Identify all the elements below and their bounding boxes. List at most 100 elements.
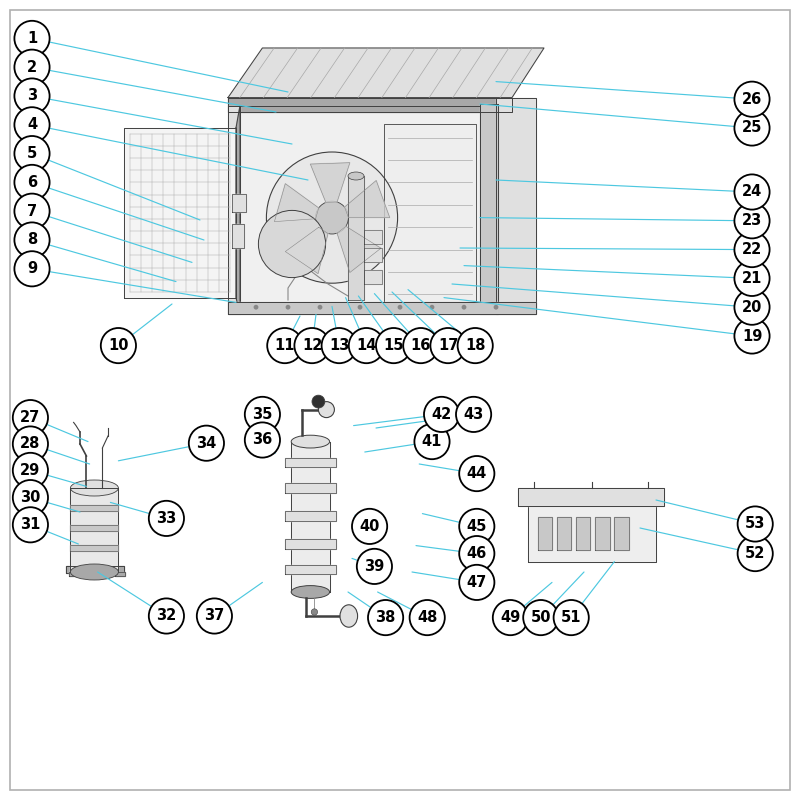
Ellipse shape xyxy=(291,435,330,448)
Circle shape xyxy=(398,305,402,310)
Text: 13: 13 xyxy=(329,338,350,353)
Circle shape xyxy=(456,397,491,432)
Text: 37: 37 xyxy=(204,609,225,623)
Circle shape xyxy=(414,424,450,459)
Circle shape xyxy=(349,328,384,363)
Circle shape xyxy=(734,203,770,238)
Text: 20: 20 xyxy=(742,300,762,314)
Text: 31: 31 xyxy=(20,518,41,532)
Polygon shape xyxy=(291,442,330,592)
Polygon shape xyxy=(228,106,240,314)
Polygon shape xyxy=(285,458,336,467)
Text: 16: 16 xyxy=(410,338,431,353)
Circle shape xyxy=(459,536,494,571)
Polygon shape xyxy=(232,194,246,212)
Polygon shape xyxy=(70,488,118,572)
Polygon shape xyxy=(240,106,480,314)
Circle shape xyxy=(149,501,184,536)
Text: 12: 12 xyxy=(302,338,322,353)
Ellipse shape xyxy=(70,564,118,580)
Circle shape xyxy=(315,202,349,234)
Circle shape xyxy=(197,598,232,634)
Polygon shape xyxy=(228,48,544,98)
Text: 22: 22 xyxy=(742,242,762,257)
Polygon shape xyxy=(286,227,328,274)
Text: 50: 50 xyxy=(530,610,551,625)
Text: 9: 9 xyxy=(27,262,37,276)
Circle shape xyxy=(357,549,392,584)
Circle shape xyxy=(322,328,357,363)
Polygon shape xyxy=(228,302,536,314)
Text: 14: 14 xyxy=(356,338,377,353)
Ellipse shape xyxy=(340,605,358,627)
Text: 53: 53 xyxy=(745,517,766,531)
Circle shape xyxy=(554,600,589,635)
Polygon shape xyxy=(576,517,590,550)
Circle shape xyxy=(459,456,494,491)
Text: 28: 28 xyxy=(20,437,41,451)
Circle shape xyxy=(734,318,770,354)
Circle shape xyxy=(734,82,770,117)
Circle shape xyxy=(459,509,494,544)
Text: 11: 11 xyxy=(274,338,295,353)
Circle shape xyxy=(738,506,773,542)
Polygon shape xyxy=(70,545,118,551)
Circle shape xyxy=(734,261,770,296)
Circle shape xyxy=(376,328,411,363)
Polygon shape xyxy=(595,517,610,550)
Text: 52: 52 xyxy=(745,546,766,561)
Circle shape xyxy=(14,136,50,171)
Circle shape xyxy=(410,600,445,635)
Text: 25: 25 xyxy=(742,121,762,135)
Circle shape xyxy=(101,328,136,363)
Circle shape xyxy=(738,536,773,571)
Polygon shape xyxy=(364,248,382,262)
Circle shape xyxy=(734,174,770,210)
Polygon shape xyxy=(557,517,571,550)
Polygon shape xyxy=(345,181,390,218)
Circle shape xyxy=(266,152,398,283)
Polygon shape xyxy=(285,511,336,521)
Circle shape xyxy=(245,397,280,432)
Circle shape xyxy=(424,397,459,432)
Circle shape xyxy=(462,305,466,310)
Text: 8: 8 xyxy=(27,233,37,247)
Polygon shape xyxy=(384,124,476,304)
Text: 46: 46 xyxy=(466,546,487,561)
Text: 6: 6 xyxy=(27,175,37,190)
Polygon shape xyxy=(66,566,124,573)
Text: 26: 26 xyxy=(742,92,762,106)
Polygon shape xyxy=(614,517,629,550)
Text: 34: 34 xyxy=(196,436,217,450)
Text: 39: 39 xyxy=(364,559,385,574)
Polygon shape xyxy=(337,226,381,273)
Circle shape xyxy=(149,598,184,634)
Text: 44: 44 xyxy=(466,466,487,481)
Text: 47: 47 xyxy=(466,575,487,590)
Circle shape xyxy=(14,194,50,229)
Text: 21: 21 xyxy=(742,271,762,286)
Circle shape xyxy=(245,422,280,458)
Text: 32: 32 xyxy=(156,609,177,623)
Text: 45: 45 xyxy=(466,519,487,534)
Polygon shape xyxy=(70,505,118,511)
Circle shape xyxy=(258,210,326,278)
Text: 41: 41 xyxy=(422,434,442,449)
Circle shape xyxy=(13,453,48,488)
Polygon shape xyxy=(285,565,336,574)
Ellipse shape xyxy=(70,480,118,496)
Text: 5: 5 xyxy=(27,146,37,161)
Polygon shape xyxy=(364,270,382,284)
Text: 18: 18 xyxy=(465,338,486,353)
Polygon shape xyxy=(480,104,498,314)
Circle shape xyxy=(312,395,325,408)
Circle shape xyxy=(13,507,48,542)
Polygon shape xyxy=(236,106,240,314)
Circle shape xyxy=(13,480,48,515)
Text: 3: 3 xyxy=(27,89,37,103)
Text: 15: 15 xyxy=(383,338,404,353)
Text: 48: 48 xyxy=(417,610,438,625)
Circle shape xyxy=(523,600,558,635)
Text: 23: 23 xyxy=(742,214,762,228)
Text: 35: 35 xyxy=(252,407,273,422)
